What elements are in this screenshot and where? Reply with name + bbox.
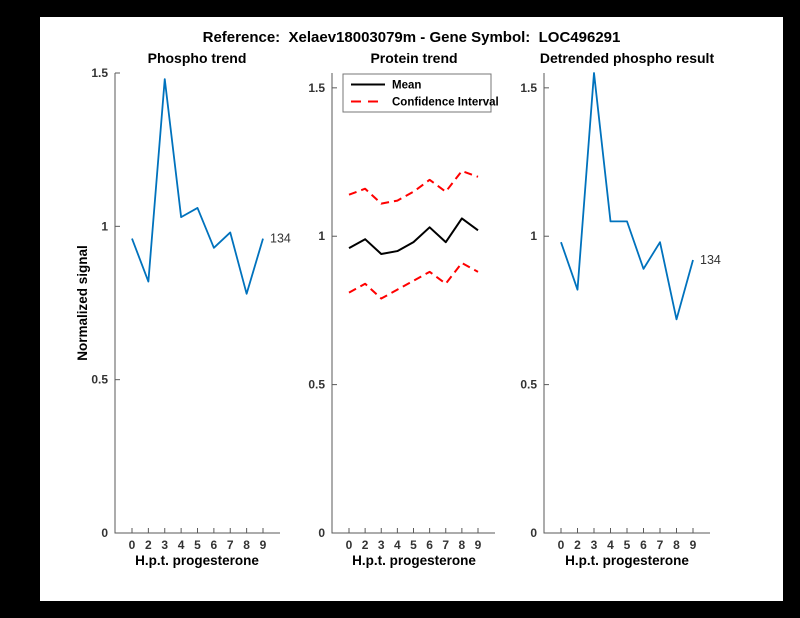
y-tick-label: 0.5 <box>91 373 108 387</box>
x-tick-label: 0 <box>129 538 136 552</box>
matlab-figure-canvas: Reference: Xelaev18003079m - Gene Symbol… <box>40 17 783 601</box>
y-tick-label: 1.5 <box>91 66 108 80</box>
x-axis-label-2: H.p.t. progesterone <box>352 553 476 568</box>
figure-title: Reference: Xelaev18003079m - Gene Symbol… <box>202 29 621 46</box>
x-tick-label: 4 <box>394 538 401 552</box>
axis-spines <box>114 73 280 534</box>
series-phospho <box>131 78 264 295</box>
legend: Mean Confidence Interval <box>342 73 499 113</box>
axis-spines <box>331 73 495 534</box>
legend-box <box>342 73 492 113</box>
y-tick-label: 0 <box>530 526 537 540</box>
subplot-title-phospho-trend: Phospho trend <box>147 50 247 66</box>
y-tick-label: 0 <box>318 526 325 540</box>
series-confidence-lower <box>348 261 479 300</box>
x-axis-label-1: H.p.t. progesterone <box>135 553 259 568</box>
x-tick-label: 9 <box>475 538 482 552</box>
series-mean <box>348 217 479 256</box>
x-tick-label: 2 <box>145 538 152 552</box>
axis-spines <box>543 73 710 534</box>
x-tick-label: 2 <box>362 538 369 552</box>
x-tick-label: 2 <box>574 538 581 552</box>
legend-entry-label: Confidence Interval <box>392 97 499 109</box>
x-tick-label: 6 <box>211 538 218 552</box>
series-confidence-upper <box>348 169 479 205</box>
series-end-label: 134 <box>270 232 291 246</box>
x-axis-label-3: H.p.t. progesterone <box>565 553 689 568</box>
x-tick-label: 7 <box>657 538 664 552</box>
y-tick-label: 1 <box>101 219 108 233</box>
x-tick-label: 3 <box>378 538 385 552</box>
y-axis-label: Normalized signal <box>75 245 90 361</box>
y-tick-label: 1.5 <box>308 81 325 95</box>
x-tick-label: 0 <box>558 538 565 552</box>
y-tick-label: 1 <box>530 229 537 243</box>
y-tick-label: 0.5 <box>308 378 325 392</box>
series-end-label: 134 <box>700 253 721 267</box>
series-detrended-phospho <box>560 72 694 321</box>
x-tick-label: 3 <box>161 538 168 552</box>
subplot-title-detrended-phospho: Detrended phospho result <box>539 50 715 66</box>
x-tick-label: 4 <box>178 538 185 552</box>
x-tick-label: 5 <box>194 538 201 552</box>
x-tick-label: 6 <box>426 538 433 552</box>
x-tick-label: 7 <box>227 538 234 552</box>
y-tick-label: 1 <box>318 229 325 243</box>
x-tick-label: 4 <box>607 538 614 552</box>
x-tick-label: 8 <box>243 538 250 552</box>
x-tick-label: 3 <box>591 538 598 552</box>
x-tick-label: 5 <box>410 538 417 552</box>
x-tick-label: 6 <box>640 538 647 552</box>
x-tick-label: 8 <box>673 538 680 552</box>
x-tick-label: 9 <box>690 538 697 552</box>
subplot-title-protein-trend: Protein trend <box>370 50 458 66</box>
y-tick-label: 1.5 <box>520 81 537 95</box>
x-tick-label: 0 <box>346 538 353 552</box>
x-tick-label: 9 <box>260 538 267 552</box>
legend-entry-label: Mean <box>392 80 421 92</box>
x-tick-label: 5 <box>624 538 631 552</box>
y-tick-label: 0 <box>101 526 108 540</box>
x-tick-label: 8 <box>459 538 466 552</box>
x-tick-label: 7 <box>442 538 449 552</box>
y-tick-label: 0.5 <box>520 378 537 392</box>
